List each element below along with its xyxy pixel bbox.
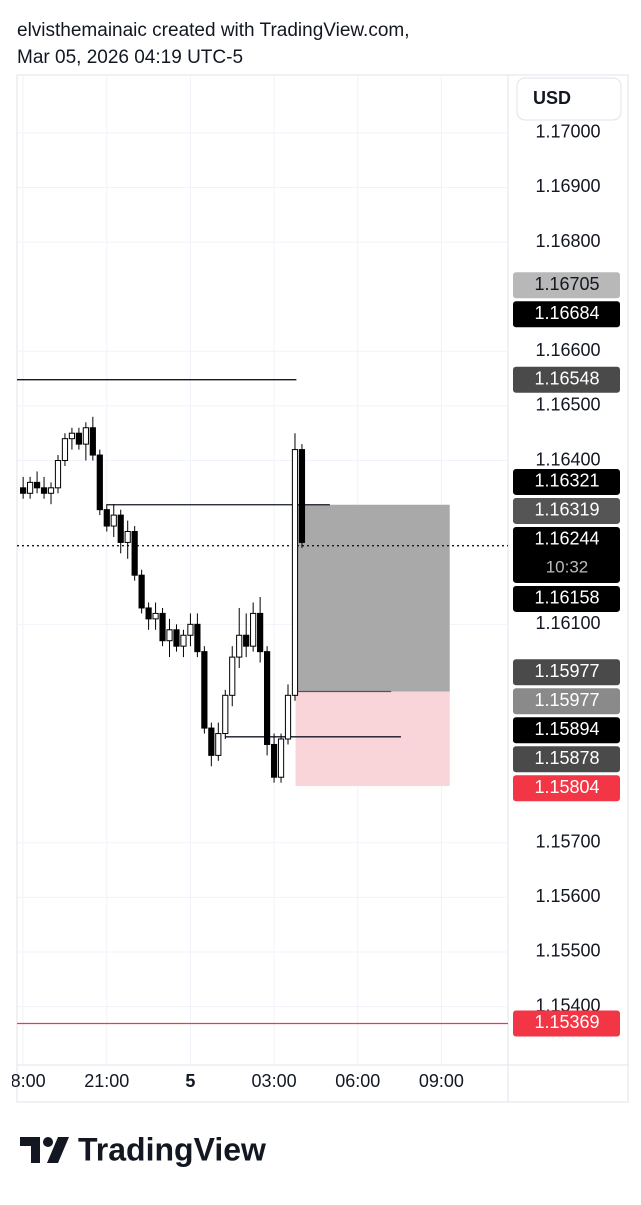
candle-body [54, 460, 62, 489]
candle-body [208, 727, 215, 756]
brand-logo [20, 1137, 69, 1163]
price-badge-label: 1.16319 [534, 500, 599, 520]
price-badge [513, 688, 620, 715]
y-tick-label: 1.16600 [535, 340, 600, 360]
price-badge-label: 1.15894 [534, 719, 599, 739]
x-tick-label: 21:00 [84, 1071, 129, 1091]
countdown: 10:32 [546, 557, 589, 576]
y-tick-label: 1.15600 [535, 886, 600, 906]
x-tick-label: 06:00 [335, 1071, 380, 1091]
candle-body [27, 481, 34, 494]
header-line-2: Mar 05, 2026 04:19 UTC-5 [17, 47, 243, 68]
candle-body [284, 694, 292, 740]
candle-body [173, 629, 180, 647]
candle-body [257, 612, 264, 653]
x-tick-label: 18:00 [1, 1071, 46, 1091]
candle-body [236, 634, 243, 658]
price-badge [513, 272, 620, 299]
candle-body [298, 449, 306, 543]
candle-body [222, 694, 229, 735]
candle-body [138, 574, 145, 609]
candle-body [270, 743, 278, 778]
candle-body [215, 733, 222, 756]
price-badge [513, 585, 620, 612]
y-tick-label: 1.15500 [535, 941, 600, 961]
candle-body [82, 427, 89, 445]
header-line-1: elvisthemainaic created with TradingView… [17, 20, 410, 41]
brand-name: TradingView [78, 1131, 266, 1167]
candle-body [110, 514, 117, 527]
candle-body [124, 531, 131, 543]
price-badge [513, 775, 620, 802]
y-tick-label: 1.16500 [535, 395, 600, 415]
candle-body [40, 487, 48, 494]
y-tick-label: 1.15700 [535, 832, 600, 852]
price-badge-label: 1.15804 [534, 777, 599, 797]
position-box [295, 504, 450, 692]
price-badge-label: 1.16684 [534, 303, 599, 323]
candle-body [180, 634, 187, 647]
candle-body [187, 623, 194, 636]
candle-body [96, 454, 103, 511]
price-badge [513, 1010, 620, 1037]
candle-body [33, 481, 41, 489]
x-tick-label: 09:00 [419, 1071, 464, 1091]
y-tick-label: 1.15400 [535, 995, 600, 1015]
candle-body [89, 427, 96, 456]
price-badge [513, 301, 620, 328]
price-badge-label: 1.16244 [534, 529, 599, 549]
candle-body [166, 629, 173, 642]
candle-body [229, 656, 236, 696]
price-badge-label: 1.16158 [534, 588, 599, 608]
price-badge [513, 717, 620, 744]
price-badge [513, 497, 620, 524]
candle-body [117, 514, 124, 543]
price-badge [513, 366, 620, 393]
candle-body [61, 438, 69, 462]
price-badge [513, 526, 620, 583]
price-badge [513, 746, 620, 773]
price-badge-label: 1.16548 [534, 368, 599, 388]
candle-body [145, 607, 152, 620]
candle-body [277, 738, 285, 778]
candle-body [194, 623, 201, 653]
candle-body [159, 612, 166, 642]
candle-body [131, 531, 138, 576]
price-badge-label: 1.15977 [534, 661, 599, 681]
candle-body [264, 651, 271, 745]
x-tick-label: 03:00 [252, 1071, 297, 1091]
candle-body [75, 432, 82, 445]
y-tick-label: 1.16900 [535, 176, 600, 196]
candle-body [152, 612, 159, 620]
y-tick-label: 1.16100 [535, 613, 600, 633]
price-badge [513, 468, 620, 495]
price-badge-label: 1.16705 [534, 274, 599, 294]
currency: USD [533, 88, 571, 108]
y-tick-label: 1.16800 [535, 231, 600, 251]
price-badge-label: 1.16321 [534, 471, 599, 491]
candle-body [20, 487, 27, 494]
candle-body [68, 432, 76, 440]
price-badge-label: 1.15878 [534, 748, 599, 768]
position-box [295, 691, 450, 786]
candle-body [201, 651, 208, 729]
price-badge-label: 1.15369 [534, 1012, 599, 1032]
price-badge [513, 659, 620, 686]
candle-body [250, 612, 257, 647]
chart-frame [16, 74, 629, 1103]
candle-body [291, 449, 299, 696]
price-badge-label: 1.15977 [534, 690, 599, 710]
candle-body [243, 634, 250, 647]
y-tick-label: 1.17000 [535, 122, 600, 142]
x-tick-label: 5 [185, 1071, 195, 1091]
y-tick-label: 1.16400 [535, 449, 600, 469]
candle-body [47, 487, 55, 494]
candle-body [103, 509, 110, 527]
currency-box[interactable] [516, 77, 622, 121]
